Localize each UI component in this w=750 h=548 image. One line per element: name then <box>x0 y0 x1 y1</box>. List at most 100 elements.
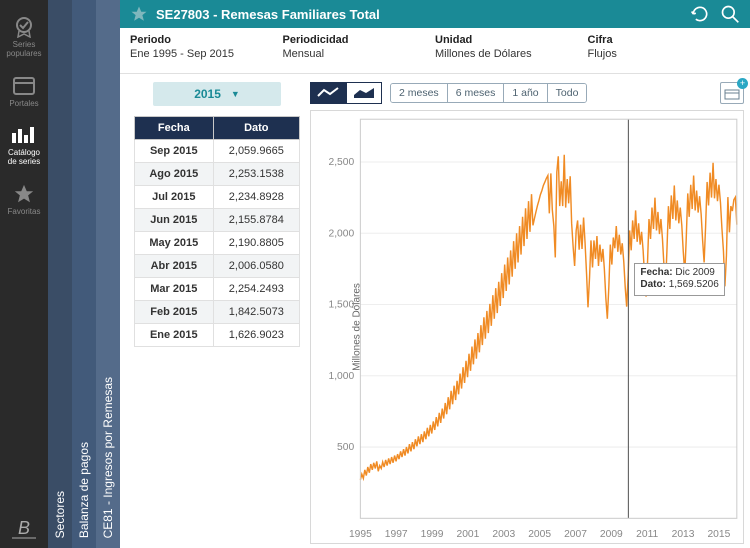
svg-text:1999: 1999 <box>421 529 444 540</box>
brand-logo: B <box>0 516 48 540</box>
table-row[interactable]: Sep 20152,059.9665 <box>135 140 300 163</box>
rail-label: Sectores <box>53 491 67 538</box>
svg-text:2001: 2001 <box>457 529 480 540</box>
sidebar-label: Seriespopulares <box>6 41 41 59</box>
tooltip-fecha: Dic 2009 <box>675 267 714 278</box>
title-bar: SE27803 - Remesas Familiares Total <box>120 0 750 28</box>
svg-text:2009: 2009 <box>600 529 623 540</box>
cell-dato: 2,234.8928 <box>213 186 299 209</box>
svg-text:B: B <box>18 518 30 538</box>
cell-dato: 2,253.1538 <box>213 163 299 186</box>
meta-periodo-label: Periodo <box>130 34 283 46</box>
window-icon <box>11 75 37 97</box>
cell-fecha: Sep 2015 <box>135 140 214 163</box>
sidebar-catalogo[interactable]: Catálogode series <box>0 116 48 175</box>
meta-periodicidad-value: Mensual <box>283 48 436 60</box>
cell-fecha: Feb 2015 <box>135 301 214 324</box>
table-row[interactable]: Abr 20152,006.0580 <box>135 255 300 278</box>
cell-fecha: Ago 2015 <box>135 163 214 186</box>
chart-type-area[interactable] <box>346 82 382 104</box>
meta-unidad-value: Millones de Dólares <box>435 48 588 60</box>
tooltip-fecha-label: Fecha: <box>640 267 672 278</box>
svg-text:2003: 2003 <box>492 529 515 540</box>
chart-type-line[interactable] <box>310 82 346 104</box>
bars-icon <box>11 124 37 146</box>
chart-panel: 2 meses 6 meses 1 año Todo + Millones de… <box>310 74 750 548</box>
range-2m[interactable]: 2 meses <box>391 84 448 102</box>
chart-tooltip: Fecha: Dic 2009 Dato: 1,569.5206 <box>634 263 724 296</box>
cell-fecha: Ene 2015 <box>135 324 214 347</box>
cell-fecha: Jul 2015 <box>135 186 214 209</box>
icon-sidebar: Seriespopulares Portales Catálogode seri… <box>0 0 48 548</box>
chevron-down-icon: ▼ <box>231 89 240 99</box>
tooltip-dato-label: Dato: <box>640 279 666 290</box>
svg-text:500: 500 <box>337 442 354 453</box>
table-row[interactable]: Mar 20152,254.2493 <box>135 278 300 301</box>
search-icon[interactable] <box>720 4 740 24</box>
chart-toolbar: 2 meses 6 meses 1 año Todo + <box>310 80 744 106</box>
cell-dato: 2,155.8784 <box>213 209 299 232</box>
cell-dato: 2,190.8805 <box>213 232 299 255</box>
svg-text:1,500: 1,500 <box>328 300 354 311</box>
table-row[interactable]: Jun 20152,155.8784 <box>135 209 300 232</box>
chart-type-toggle <box>310 82 382 104</box>
svg-text:2011: 2011 <box>636 529 658 540</box>
col-dato: Dato <box>213 117 299 140</box>
table-row[interactable]: May 20152,190.8805 <box>135 232 300 255</box>
plus-badge-icon: + <box>737 78 748 89</box>
sidebar-label: Portales <box>9 100 38 109</box>
range-all[interactable]: Todo <box>548 84 587 102</box>
rail-label: Balanza de pagos <box>77 442 91 538</box>
table-row[interactable]: Ago 20152,253.1538 <box>135 163 300 186</box>
sidebar-portales[interactable]: Portales <box>0 67 48 117</box>
refresh-icon[interactable] <box>690 4 710 24</box>
svg-text:1997: 1997 <box>385 529 408 540</box>
meta-periodo-value: Ene 1995 - Sep 2015 <box>130 48 283 60</box>
table-row[interactable]: Jul 20152,234.8928 <box>135 186 300 209</box>
svg-text:1995: 1995 <box>349 529 372 540</box>
sidebar-label: Favoritas <box>8 208 41 217</box>
cell-dato: 1,626.9023 <box>213 324 299 347</box>
chart-area[interactable]: Millones de Dólares 5001,0001,5002,0002,… <box>310 110 744 544</box>
data-table-panel: 2015 ▼ Fecha Dato Sep 20152,059.9665Ago … <box>120 74 310 548</box>
meta-bar: Periodo Ene 1995 - Sep 2015 Periodicidad M… <box>120 28 750 74</box>
svg-text:2005: 2005 <box>528 529 551 540</box>
cell-fecha: Abr 2015 <box>135 255 214 278</box>
svg-text:2,500: 2,500 <box>328 157 354 168</box>
add-panel-button[interactable]: + <box>720 82 744 104</box>
main-panel: SE27803 - Remesas Familiares Total Perio… <box>120 0 750 548</box>
svg-text:2015: 2015 <box>707 529 730 540</box>
series-title: SE27803 - Remesas Familiares Total <box>156 7 680 22</box>
svg-text:1,000: 1,000 <box>328 371 354 382</box>
rail-ce81[interactable]: CE81 - Ingresos por Remesas <box>96 0 120 548</box>
meta-cifra-label: Cifra <box>588 34 741 46</box>
sidebar-series-populares[interactable]: Seriespopulares <box>0 8 48 67</box>
star-icon <box>11 183 37 205</box>
cell-fecha: Mar 2015 <box>135 278 214 301</box>
checkmark-badge-icon <box>11 16 37 38</box>
cell-dato: 2,254.2493 <box>213 278 299 301</box>
cell-dato: 2,006.0580 <box>213 255 299 278</box>
year-selector-value: 2015 <box>194 87 221 101</box>
range-1y[interactable]: 1 año <box>504 84 547 102</box>
rail-balanza[interactable]: Balanza de pagos <box>72 0 96 548</box>
meta-periodicidad-label: Periodicidad <box>283 34 436 46</box>
rail-label: CE81 - Ingresos por Remesas <box>101 377 115 538</box>
sidebar-favoritas[interactable]: Favoritas <box>0 175 48 225</box>
cell-fecha: Jun 2015 <box>135 209 214 232</box>
range-segment: 2 meses 6 meses 1 año Todo <box>390 83 587 103</box>
favorite-star-icon[interactable] <box>130 5 148 23</box>
range-6m[interactable]: 6 meses <box>448 84 505 102</box>
svg-text:2013: 2013 <box>672 529 695 540</box>
cell-dato: 2,059.9665 <box>213 140 299 163</box>
cell-dato: 1,842.5073 <box>213 301 299 324</box>
table-row[interactable]: Ene 20151,626.9023 <box>135 324 300 347</box>
svg-text:2007: 2007 <box>564 529 587 540</box>
data-table: Fecha Dato Sep 20152,059.9665Ago 20152,2… <box>134 116 300 347</box>
tooltip-dato: 1,569.5206 <box>669 279 719 290</box>
year-selector[interactable]: 2015 ▼ <box>153 82 281 106</box>
meta-cifra-value: Flujos <box>588 48 741 60</box>
svg-text:2,000: 2,000 <box>328 228 354 239</box>
rail-sectores[interactable]: Sectores <box>48 0 72 548</box>
table-row[interactable]: Feb 20151,842.5073 <box>135 301 300 324</box>
